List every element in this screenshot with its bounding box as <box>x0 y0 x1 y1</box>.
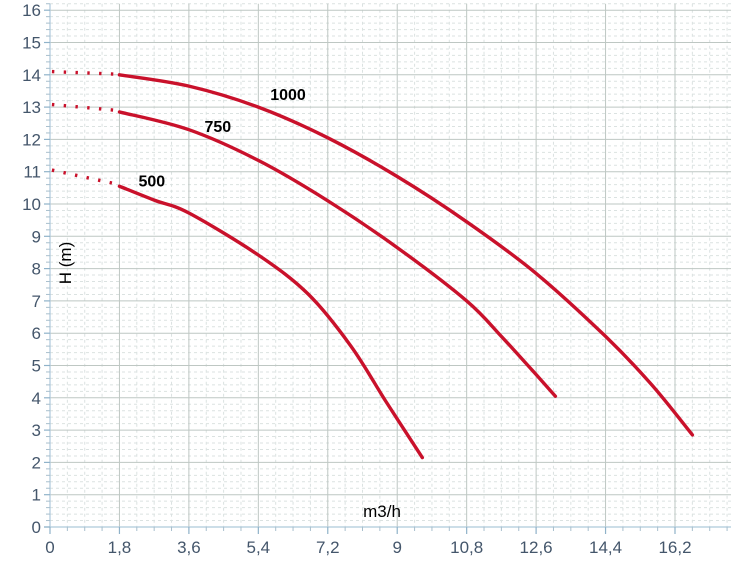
x-tick-label: 1,8 <box>108 538 132 557</box>
y-tick-label: 5 <box>32 357 41 376</box>
y-tick-label: 16 <box>22 1 41 20</box>
x-tick-label: 7,2 <box>316 538 340 557</box>
y-tick-label: 11 <box>23 163 41 182</box>
curve-label-1000: 1000 <box>270 87 306 104</box>
x-tick-labels: 0 1,8 3,6 5,4 7,2 9 10,8 12,6 14,4 16,2 <box>45 538 691 557</box>
grid-major <box>50 3 731 527</box>
y-tick-label: 7 <box>32 292 41 311</box>
y-tick-label: 2 <box>32 453 41 472</box>
series-1000-dotted-segment <box>51 69 117 76</box>
x-tick-label: 12,6 <box>520 538 553 557</box>
x-tick-label: 16,2 <box>658 538 691 557</box>
y-tick-label: 15 <box>22 34 41 53</box>
x-tick-label: 3,6 <box>177 538 201 557</box>
y-axis-title: H (m) <box>56 241 75 285</box>
y-tick-label: 14 <box>22 66 41 85</box>
y-tick-label: 3 <box>32 421 41 440</box>
y-tick-label: 4 <box>32 389 41 408</box>
curve-labels: 500 750 1000 <box>138 87 305 191</box>
y-tick-label: 0 <box>32 518 41 537</box>
curve-label-750: 750 <box>204 119 231 136</box>
x-tick-label: 9 <box>392 538 401 557</box>
x-tick-label: 14,4 <box>589 538 622 557</box>
x-tick-label: 10,8 <box>450 538 483 557</box>
y-tick-label: 6 <box>32 324 41 343</box>
axes <box>44 3 731 528</box>
series-1000 <box>51 69 695 437</box>
grid-minor <box>50 3 731 527</box>
x-tick-label: 0 <box>45 538 54 557</box>
series-750-curve <box>117 110 558 398</box>
x-axis-title: m3/h <box>363 502 401 521</box>
series-1000-curve <box>117 73 695 437</box>
y-tick-label: 8 <box>32 260 41 279</box>
ticks <box>44 3 728 534</box>
series-500 <box>51 168 424 460</box>
y-tick-label: 9 <box>32 227 41 246</box>
y-tick-label: 12 <box>22 130 41 149</box>
y-tick-label: 13 <box>22 98 41 117</box>
series-500-curve <box>117 184 424 460</box>
y-tick-label: 1 <box>32 486 41 505</box>
y-tick-label: 10 <box>22 195 41 214</box>
x-tick-label: 5,4 <box>247 538 271 557</box>
curve-label-500: 500 <box>138 174 165 191</box>
series-750 <box>51 102 558 398</box>
